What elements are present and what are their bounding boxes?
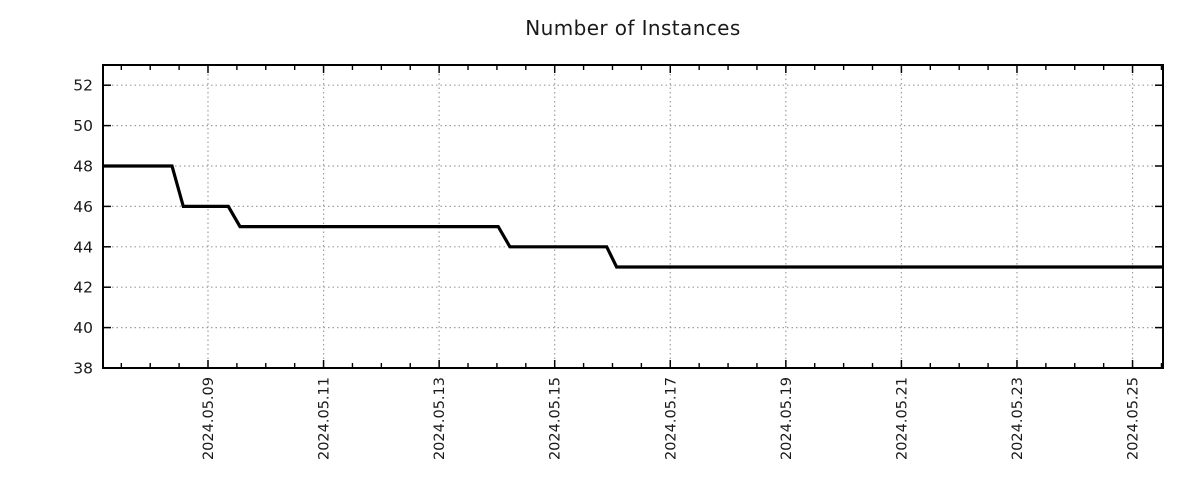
y-tick-label: 50 — [73, 117, 93, 135]
x-tick-label: 2024.05.25 — [1126, 377, 1142, 460]
chart-title: Number of Instances — [525, 16, 741, 40]
x-tick-label: 2024.05.17 — [663, 377, 679, 460]
y-tick-label: 44 — [73, 238, 93, 256]
x-tick-label: 2024.05.21 — [894, 377, 910, 460]
x-tick-label: 2024.05.13 — [432, 377, 448, 460]
y-tick-label: 40 — [73, 319, 93, 337]
y-tick-label: 38 — [73, 360, 93, 378]
y-tick-label: 46 — [73, 198, 93, 216]
y-tick-label: 42 — [73, 279, 93, 297]
x-tick-label: 2024.05.23 — [1010, 377, 1026, 460]
series-line-instances — [103, 164, 1163, 269]
x-tick-label: 2024.05.15 — [548, 377, 564, 460]
x-tick-label: 2024.05.09 — [201, 377, 217, 460]
y-tick-label: 52 — [73, 77, 93, 95]
y-tick-label: 48 — [73, 158, 93, 176]
x-tick-label: 2024.05.11 — [317, 377, 333, 460]
x-tick-label: 2024.05.19 — [779, 377, 795, 460]
plot-border — [102, 64, 1164, 369]
